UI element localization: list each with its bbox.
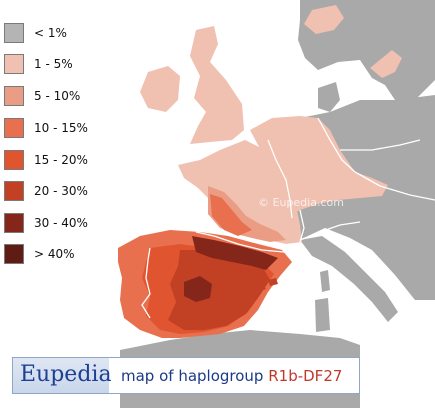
denmark-land [318,82,340,112]
legend-swatch [4,181,24,201]
sweden-region [370,50,402,78]
ireland-region [140,66,180,112]
mallorca-region [268,278,278,286]
iberia-east-region [168,250,270,330]
eupedia-logo-text: Eupedia [20,362,112,387]
italy-land [300,236,398,322]
legend-label: 20 - 30% [34,184,88,198]
title-banner: Eupedia map of haplogroup R1b-DF27 [12,357,360,394]
haplogroup-name: R1b-DF27 [268,367,343,385]
eupedia-logo: Eupedia [13,358,112,393]
map-title: map of haplogroup R1b-DF27 [121,366,342,386]
legend-label: < 1% [34,26,67,40]
legend-swatch [4,213,24,233]
legend-swatch [4,244,24,264]
central-hotspot-region [184,276,212,302]
balearic-islands-region [254,283,266,292]
france-region [178,140,302,244]
britain-region [190,26,244,144]
sardinia-land [315,298,330,332]
norway-region [304,5,344,34]
watermark: © Eupedia.com [258,196,344,209]
legend-swatch [4,86,24,106]
legend-swatch [4,23,24,43]
country-borders [141,117,435,319]
legend-label: > 40% [34,247,75,261]
legend-label: 5 - 10% [34,89,81,103]
legend-label: 30 - 40% [34,216,88,230]
map-title-prefix: map of haplogroup [121,367,264,385]
gascony-region [210,194,252,236]
legend-swatch [4,118,24,138]
corsica-land [320,270,330,292]
legend-swatch [4,150,24,170]
legend-label: 1 - 5% [34,57,73,71]
catalonia-region [192,236,278,270]
legend-swatch [4,54,24,74]
legend-label: 10 - 15% [34,121,88,135]
legend-label: 15 - 20% [34,153,88,167]
